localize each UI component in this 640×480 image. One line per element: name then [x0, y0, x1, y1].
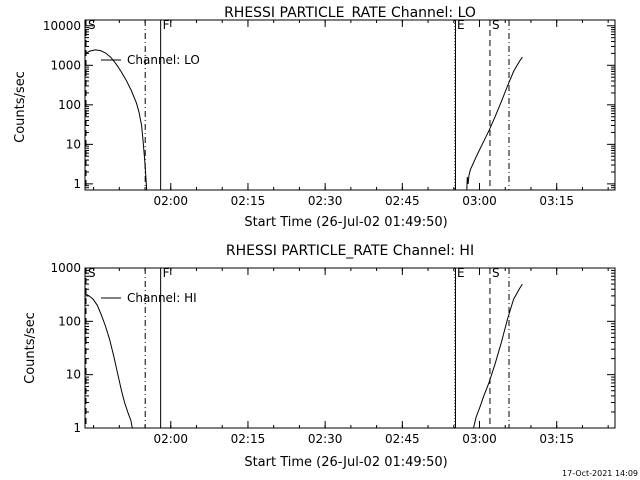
lo-x-tick-label: 02:30	[308, 194, 343, 208]
lo-event-marker-e: E	[457, 18, 465, 32]
hi-x-tick-label: 03:15	[539, 432, 574, 446]
lo-chart-title: RHESSI PARTICLE_RATE Channel: LO	[224, 5, 476, 21]
lo-y-tick-label: 100	[58, 98, 81, 112]
hi-event-marker-e: E	[457, 266, 465, 280]
lo-event-marker-f: F	[163, 18, 170, 32]
lo-x-tick-label: 02:15	[231, 194, 266, 208]
lo-plot-frame	[84, 19, 616, 191]
hi-chart-title: RHESSI PARTICLE_RATE Channel: HI	[226, 243, 474, 259]
lo-y-tick-label: 10000	[43, 19, 81, 33]
lo-x-tick-label: 02:00	[153, 194, 188, 208]
lo-x-tick-label: 02:45	[385, 194, 420, 208]
lo-y-tick-label: 10	[66, 137, 81, 151]
lo-x-axis-label: Start Time (26-Jul-02 01:49:50)	[244, 215, 447, 230]
hi-legend-label: Channel: HI	[127, 291, 197, 305]
hi-x-axis-label: Start Time (26-Jul-02 01:49:50)	[244, 455, 447, 470]
hi-series-line-1	[473, 283, 523, 429]
hi-channel-panel: RHESSI PARTICLE_RATE Channel: HI Start T…	[23, 243, 616, 470]
hi-plot-frame	[84, 267, 616, 429]
hi-event-marker-f: F	[163, 266, 170, 280]
lo-legend-label: Channel: LO	[127, 53, 200, 67]
lo-series-line-0	[84, 49, 148, 191]
lo-y-tick-label: 1	[73, 177, 81, 191]
hi-x-tick-label: 03:00	[462, 432, 497, 446]
hi-event-marker-s: S	[492, 266, 500, 280]
generation-timestamp: 17-Oct-2021 14:09	[562, 469, 638, 478]
hi-y-tick-label: 10	[66, 368, 81, 382]
hi-y-axis-label: Counts/sec	[23, 312, 38, 384]
hi-y-tick-label: 1000	[50, 261, 81, 275]
hi-x-tick-label: 02:45	[385, 432, 420, 446]
hi-event-marker-s: S	[88, 266, 96, 280]
hi-series-line-0	[84, 293, 133, 429]
hi-y-tick-label: 1	[73, 421, 81, 435]
lo-x-tick-label: 03:00	[462, 194, 497, 208]
lo-y-tick-label: 1000	[50, 58, 81, 72]
hi-y-tick-label: 100	[58, 314, 81, 328]
hi-x-tick-label: 02:30	[308, 432, 343, 446]
hi-x-tick-label: 02:00	[153, 432, 188, 446]
lo-y-axis-label: Counts/sec	[13, 71, 28, 143]
lo-series-line-1	[466, 56, 523, 191]
lo-event-marker-s: S	[492, 18, 500, 32]
hi-x-tick-label: 02:15	[231, 432, 266, 446]
lo-x-tick-label: 03:15	[539, 194, 574, 208]
lo-event-marker-s: S	[88, 18, 96, 32]
lo-channel-panel: RHESSI PARTICLE_RATE Channel: LO Start T…	[13, 5, 616, 230]
